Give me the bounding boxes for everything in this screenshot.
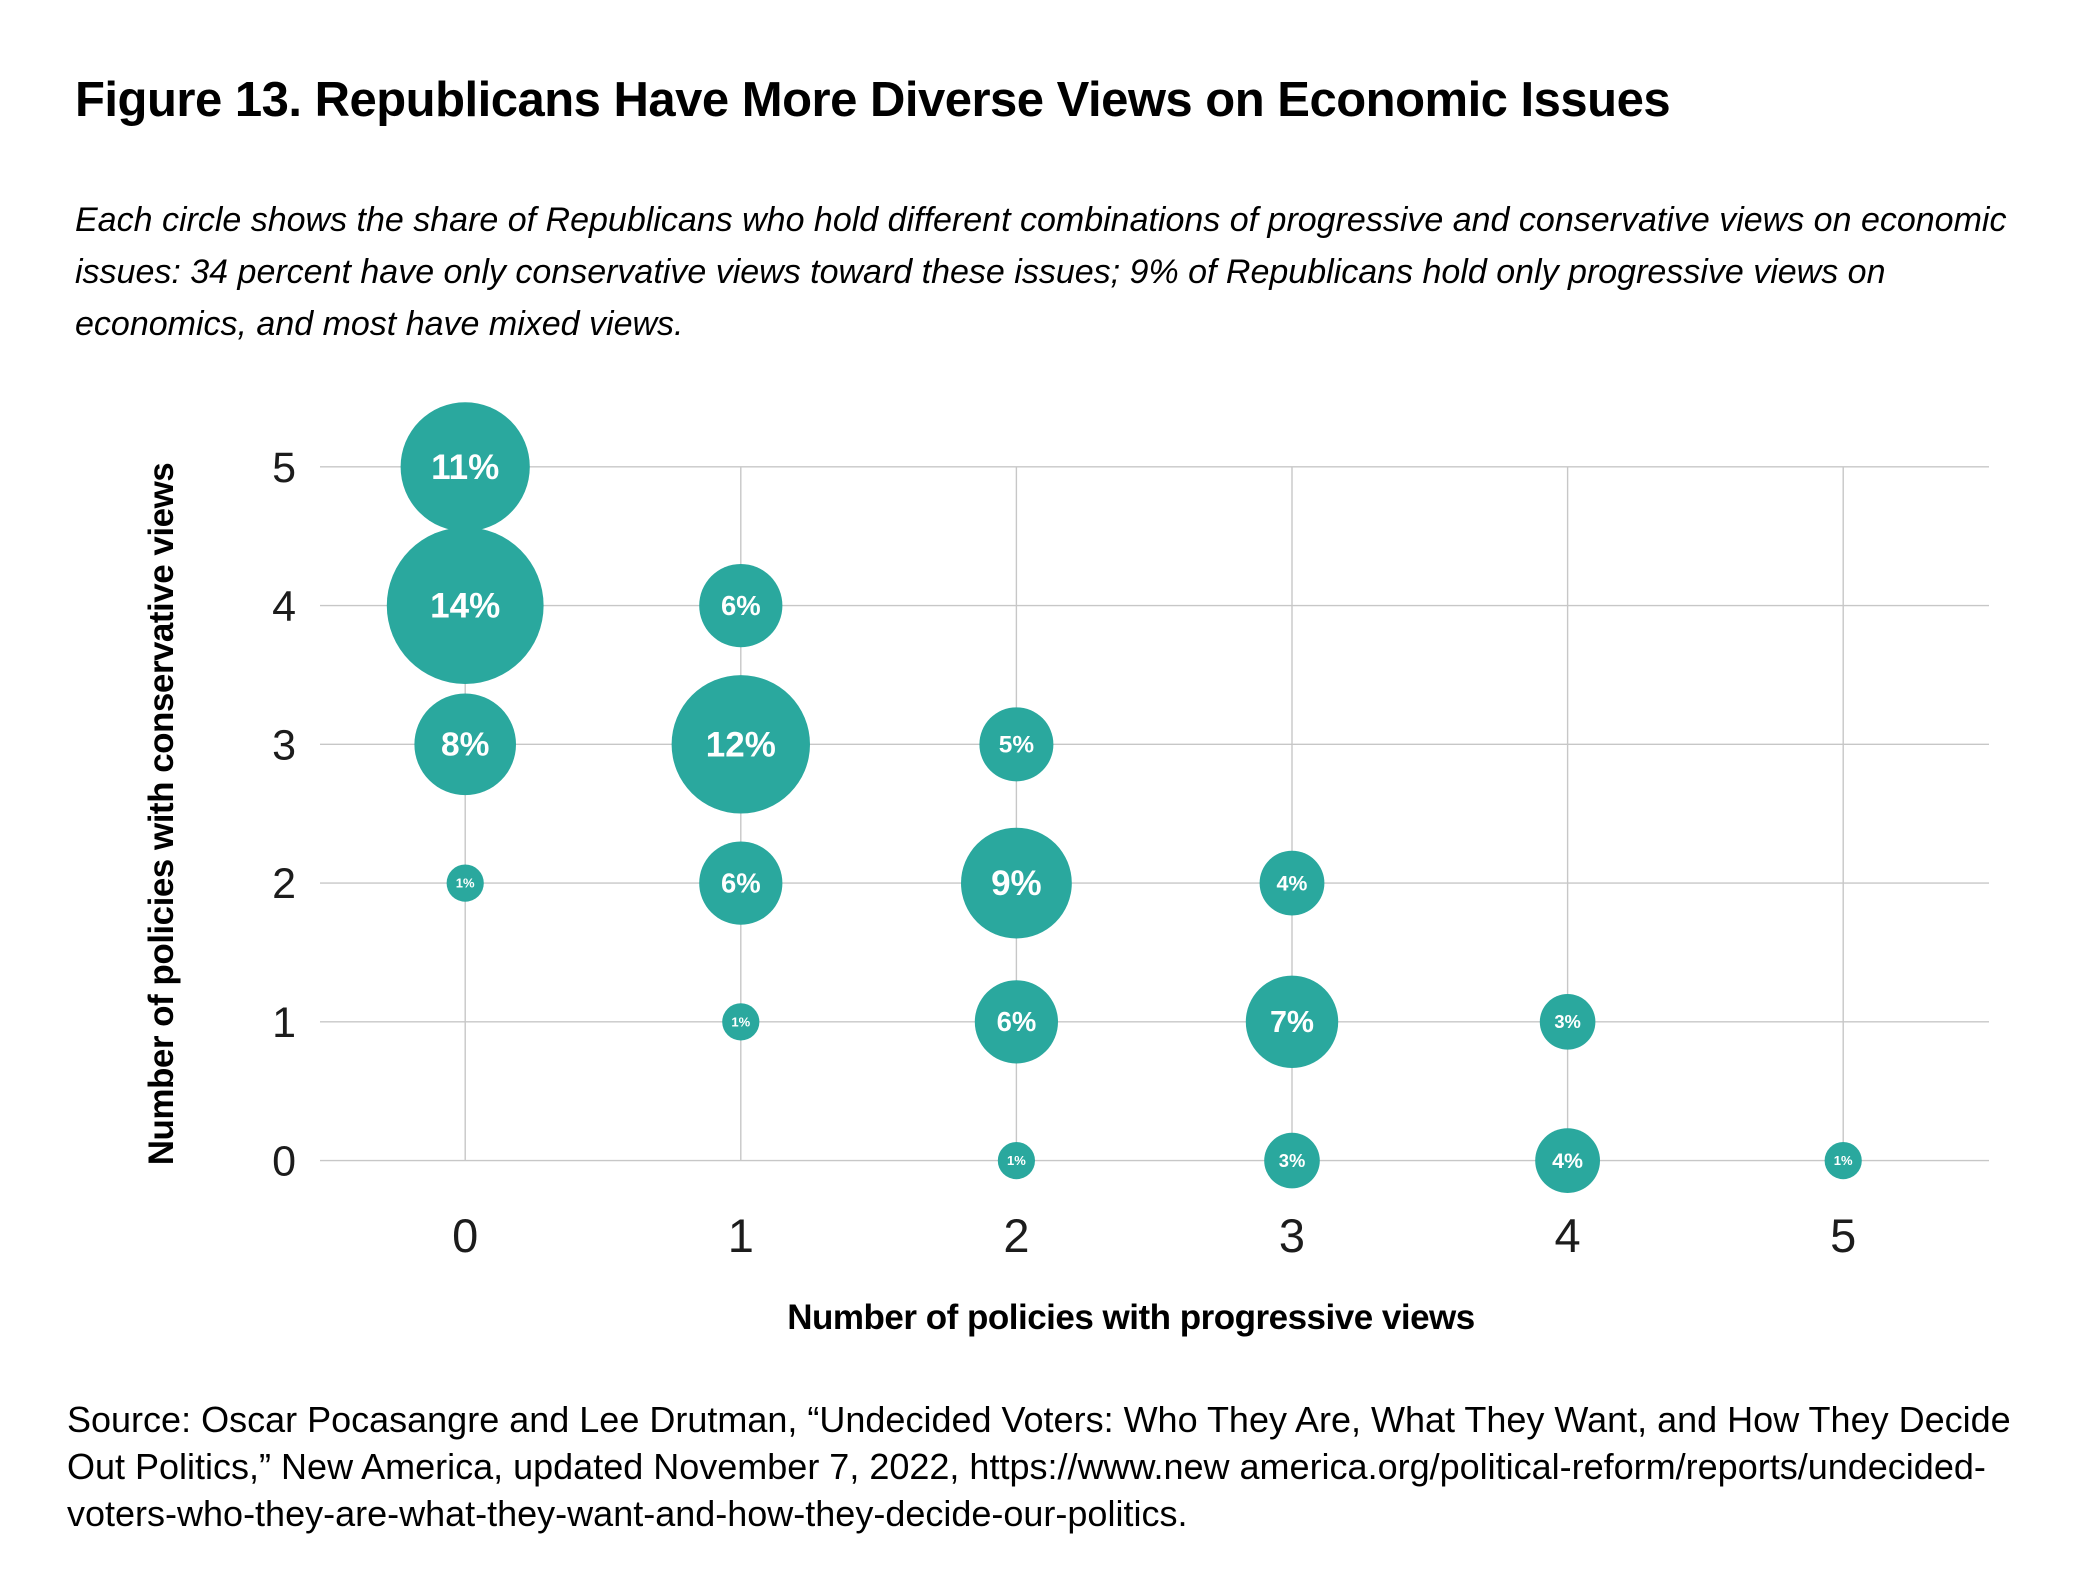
source-line-3: voters-who-they-are-what-they-want-and-h… bbox=[67, 1493, 1188, 1534]
bubbles: 11% 14% 8% 1% 6% 12% 6% 1% 5% 9% 6% 1% 4% 7% 3% 3% 4% 1% bbox=[386, 402, 1862, 1193]
axis-tick-labels: 0 1 2 3 4 5 0 1 2 3 4 5 bbox=[272, 444, 1856, 1262]
bubble-label: 7% bbox=[1270, 1005, 1314, 1039]
bubble bbox=[1259, 850, 1325, 916]
bubble-label: 9% bbox=[991, 864, 1042, 903]
figure-title: Figure 13. Republicans Have More Diverse… bbox=[75, 73, 1671, 127]
x-tick-label: 3 bbox=[1279, 1209, 1305, 1262]
gridlines bbox=[320, 466, 1989, 1162]
bubble bbox=[974, 980, 1058, 1064]
source-note: Source: Oscar Pocasangre and Lee Drutman… bbox=[67, 1396, 2011, 1537]
bubble bbox=[979, 707, 1054, 782]
bubble bbox=[1264, 1132, 1320, 1189]
bubble-label: 6% bbox=[721, 867, 761, 898]
bubble bbox=[699, 564, 783, 648]
y-tick-label: 5 bbox=[272, 444, 296, 492]
bubble-label: 4% bbox=[1552, 1149, 1583, 1173]
bubble-label: 1% bbox=[1007, 1153, 1026, 1168]
source-line-2: Out Politics,” New America, updated Nove… bbox=[67, 1446, 1986, 1487]
bubble bbox=[722, 1003, 760, 1041]
bubble bbox=[699, 841, 783, 925]
y-tick-label: 2 bbox=[272, 860, 296, 908]
bubble bbox=[1245, 975, 1339, 1069]
x-axis-title: Number of policies with progressive view… bbox=[787, 1298, 1475, 1337]
source-line-1: Source: Oscar Pocasangre and Lee Drutman… bbox=[67, 1399, 2011, 1440]
bubble-label: 4% bbox=[1277, 871, 1308, 895]
bubble-label: 6% bbox=[721, 590, 761, 621]
bubble-label: 3% bbox=[1554, 1011, 1581, 1032]
y-axis-title: Number of policies with conservative vie… bbox=[142, 462, 181, 1166]
x-tick-label: 2 bbox=[1003, 1209, 1029, 1262]
bubble bbox=[414, 693, 516, 796]
bubble-label: 1% bbox=[1834, 1153, 1853, 1168]
description-line-1: Each circle shows the share of Republica… bbox=[75, 201, 2007, 239]
x-tick-label: 5 bbox=[1830, 1209, 1856, 1262]
y-tick-label: 3 bbox=[272, 721, 296, 769]
bubble bbox=[446, 864, 484, 902]
bubble bbox=[997, 1142, 1035, 1180]
bubble bbox=[1824, 1142, 1862, 1180]
bubble bbox=[961, 827, 1072, 939]
y-tick-label: 4 bbox=[272, 583, 296, 631]
bubble-label: 1% bbox=[456, 876, 475, 891]
bubble-label: 1% bbox=[731, 1014, 750, 1029]
bubble-label: 11% bbox=[431, 448, 499, 487]
bubble-label: 14% bbox=[430, 587, 500, 626]
bubble bbox=[1539, 994, 1596, 1050]
bubble bbox=[400, 402, 530, 532]
x-tick-label: 1 bbox=[728, 1209, 754, 1262]
bubble-label: 5% bbox=[999, 732, 1035, 759]
x-tick-label: 0 bbox=[452, 1209, 478, 1262]
description-line-2: issues: 34 percent have only conservativ… bbox=[75, 253, 1886, 291]
description-line-3: economics, and most have mixed views. bbox=[75, 305, 684, 343]
bubble-label: 3% bbox=[1279, 1150, 1306, 1171]
bubble-label: 12% bbox=[706, 725, 776, 764]
bubble-label: 6% bbox=[997, 1006, 1037, 1037]
y-tick-label: 1 bbox=[272, 999, 296, 1047]
bubble-label: 8% bbox=[441, 727, 489, 764]
figure-description: Each circle shows the share of Republica… bbox=[75, 194, 2006, 350]
x-tick-label: 4 bbox=[1555, 1209, 1581, 1262]
bubble bbox=[386, 527, 544, 684]
bubble bbox=[1535, 1128, 1600, 1193]
y-tick-label: 0 bbox=[272, 1138, 296, 1186]
bubble bbox=[671, 675, 810, 814]
